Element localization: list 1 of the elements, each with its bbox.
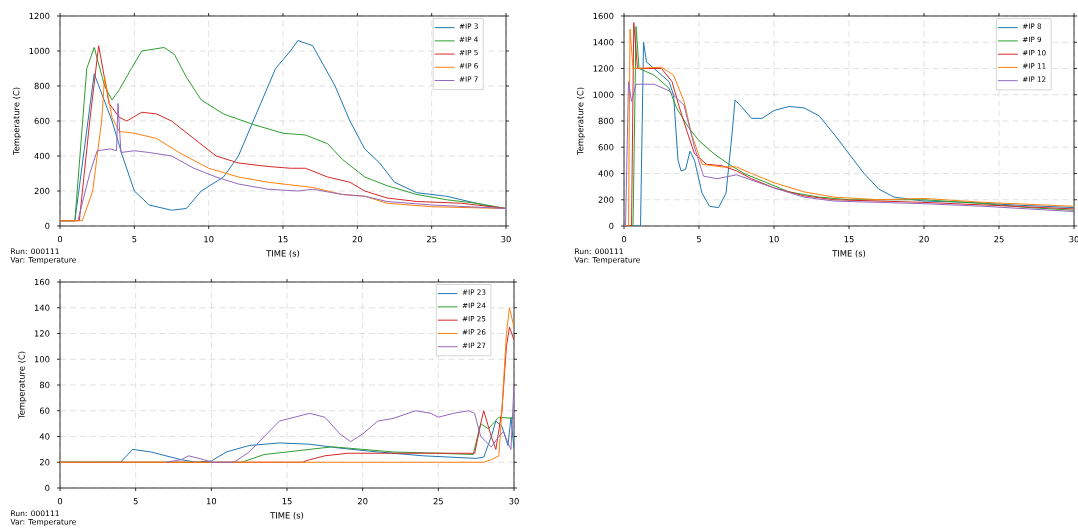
- line-series: [77, 102, 507, 222]
